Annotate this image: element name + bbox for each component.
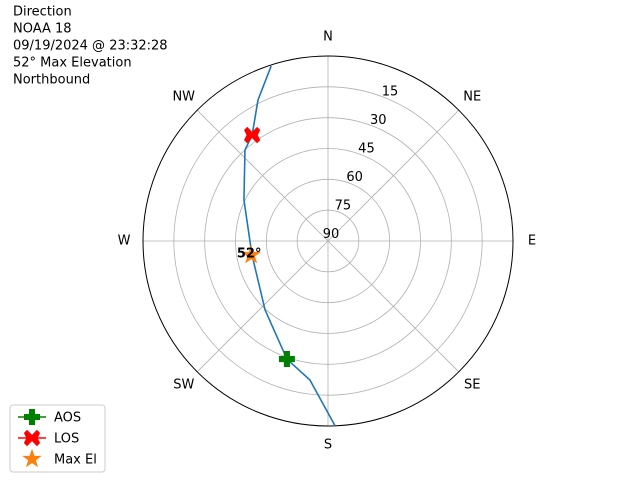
title-line: NOAA 18 (13, 22, 72, 37)
r-tick-label: 90 (323, 227, 340, 242)
grid-spoke (327, 240, 460, 373)
grid-spoke (196, 109, 329, 242)
theta-tick-label: N (323, 30, 333, 45)
track-line (243, 65, 336, 427)
legend-marker (23, 429, 41, 447)
title-line: 09/19/2024 @ 23:32:28 (13, 39, 168, 54)
r-tick-label: 30 (370, 113, 387, 128)
polar-frame (142, 55, 514, 427)
theta-tick-label: E (528, 234, 536, 249)
r-tick-label: 75 (335, 199, 352, 214)
r-tick-label: 45 (358, 142, 375, 157)
theta-tick-label: W (118, 234, 131, 249)
theta-tick-label: NE (463, 89, 481, 104)
legend-marker (22, 448, 42, 468)
legend-label: LOS (54, 432, 79, 447)
theta-tick-label: S (324, 438, 332, 453)
title-line: Northbound (13, 73, 90, 88)
title-line: Direction (13, 5, 72, 20)
legend-label: AOS (54, 411, 81, 426)
value-label: 52° (237, 247, 262, 262)
grid-spoke (196, 240, 329, 373)
theta-tick-label: SE (464, 378, 480, 393)
r-tick-label: 15 (382, 85, 399, 100)
point-marker (244, 126, 261, 144)
point-marker (278, 351, 295, 368)
legend-marker (24, 409, 40, 425)
theta-tick-label: SW (173, 378, 194, 393)
theta-tick-label: NW (172, 89, 195, 104)
legend-label: Max El (54, 453, 97, 468)
grid-spoke (327, 109, 460, 242)
title-line: 52° Max Elevation (13, 56, 132, 71)
r-tick-label: 60 (346, 170, 363, 185)
point-marker (241, 244, 261, 264)
